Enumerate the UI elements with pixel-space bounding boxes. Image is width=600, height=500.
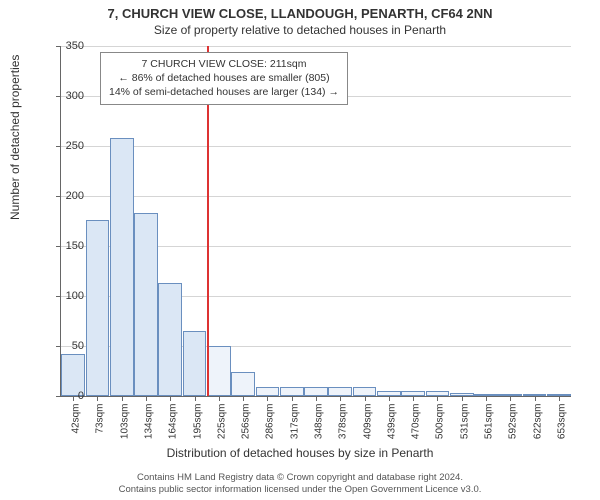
xtick-mark: [437, 396, 438, 401]
chart-area: 42sqm73sqm103sqm134sqm164sqm195sqm225sqm…: [60, 46, 570, 396]
gridline: [61, 146, 571, 147]
annotation-box: 7 CHURCH VIEW CLOSE: 211sqm ← 86% of det…: [100, 52, 348, 105]
histogram-bar: [353, 387, 377, 396]
x-axis-label: Distribution of detached houses by size …: [0, 446, 600, 460]
histogram-bar: [183, 331, 207, 396]
xtick-mark: [510, 396, 511, 401]
ytick-label: 0: [44, 390, 84, 402]
ytick-label: 250: [44, 140, 84, 152]
xtick-mark: [316, 396, 317, 401]
xtick-mark: [122, 396, 123, 401]
xtick-mark: [243, 396, 244, 401]
histogram-bar: [304, 387, 328, 396]
histogram-bar: [231, 372, 255, 396]
xtick-mark: [195, 396, 196, 401]
annotation-line1: 7 CHURCH VIEW CLOSE: 211sqm: [109, 57, 339, 71]
histogram-bar: [280, 387, 304, 396]
chart-subtitle: Size of property relative to detached ho…: [0, 21, 600, 37]
xtick-mark: [559, 396, 560, 401]
chart-title: 7, CHURCH VIEW CLOSE, LLANDOUGH, PENARTH…: [0, 0, 600, 21]
xtick-mark: [340, 396, 341, 401]
ytick-label: 350: [44, 40, 84, 52]
xtick-mark: [389, 396, 390, 401]
xtick-mark: [462, 396, 463, 401]
ytick-label: 200: [44, 190, 84, 202]
histogram-bar: [86, 220, 110, 396]
xtick-mark: [97, 396, 98, 401]
histogram-bar: [110, 138, 134, 396]
xtick-mark: [219, 396, 220, 401]
annotation-line2: ← 86% of detached houses are smaller (80…: [109, 71, 339, 85]
gridline: [61, 46, 571, 47]
ytick-label: 100: [44, 290, 84, 302]
annotation-line3: 14% of semi-detached houses are larger (…: [109, 85, 339, 99]
xtick-mark: [146, 396, 147, 401]
xtick-mark: [486, 396, 487, 401]
histogram-bar: [256, 387, 280, 396]
histogram-bar: [328, 387, 352, 396]
histogram-bar: [207, 346, 231, 396]
xtick-mark: [413, 396, 414, 401]
xtick-mark: [292, 396, 293, 401]
chart-container: 7, CHURCH VIEW CLOSE, LLANDOUGH, PENARTH…: [0, 0, 600, 500]
footer-line2: Contains public sector information licen…: [0, 484, 600, 496]
histogram-bar: [134, 213, 158, 396]
y-axis-label: Number of detached properties: [8, 55, 22, 220]
xtick-mark: [267, 396, 268, 401]
footer: Contains HM Land Registry data © Crown c…: [0, 472, 600, 496]
ytick-label: 300: [44, 90, 84, 102]
xtick-mark: [365, 396, 366, 401]
histogram-bar: [158, 283, 182, 396]
gridline: [61, 196, 571, 197]
footer-line1: Contains HM Land Registry data © Crown c…: [0, 472, 600, 484]
xtick-mark: [170, 396, 171, 401]
xtick-mark: [535, 396, 536, 401]
ytick-label: 150: [44, 240, 84, 252]
ytick-label: 50: [44, 340, 84, 352]
